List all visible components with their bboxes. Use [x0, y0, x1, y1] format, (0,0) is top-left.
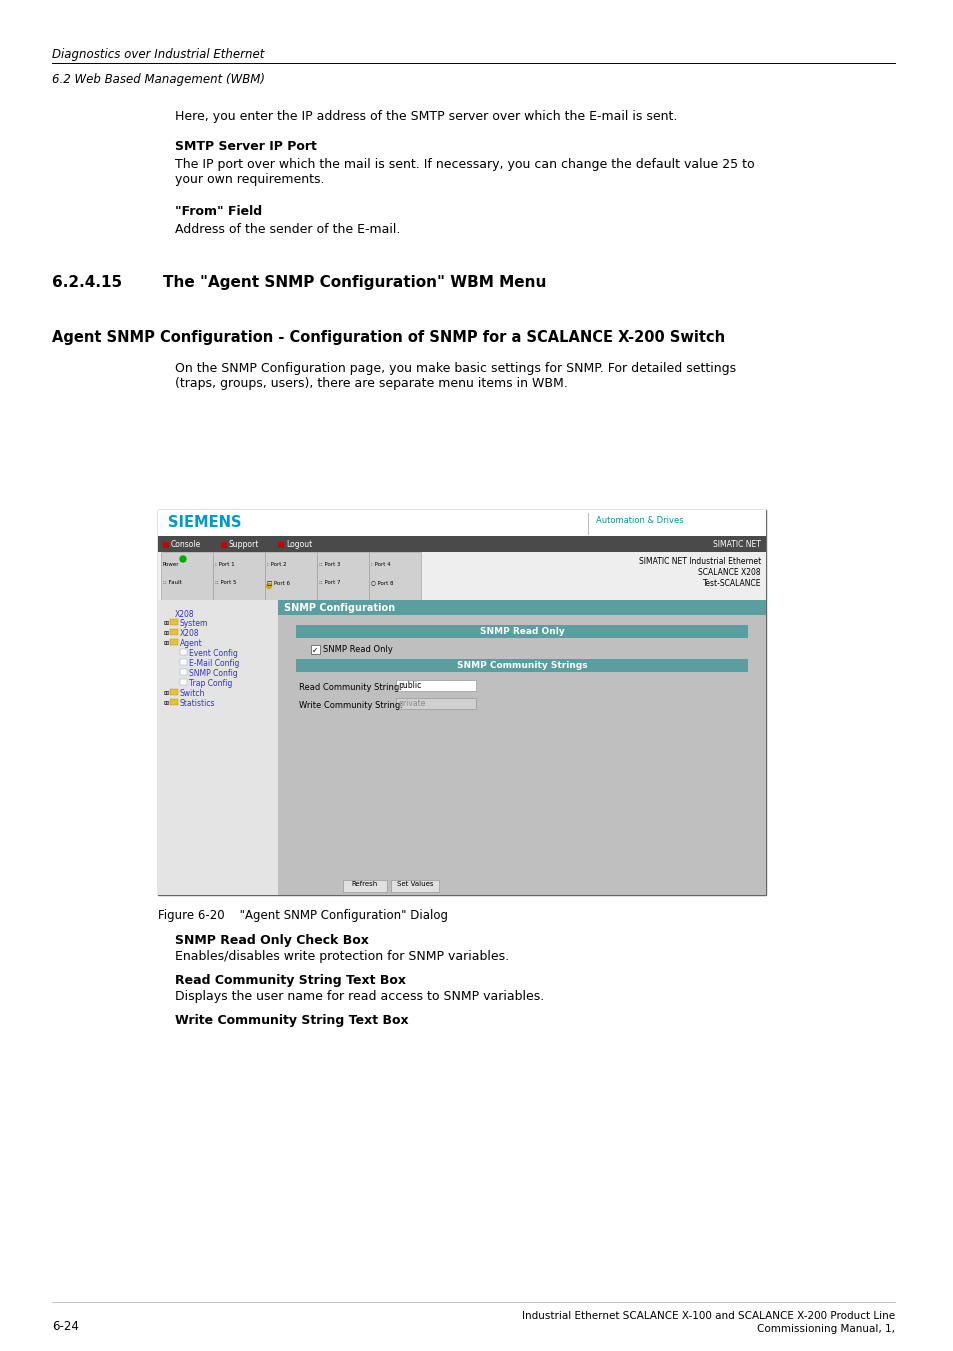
Text: Test-SCALANCE: Test-SCALANCE [701, 580, 760, 588]
Bar [158, 600, 277, 894]
Text: Power: Power [163, 562, 179, 567]
Text: ⊞: ⊞ [163, 690, 168, 696]
Text: ⊞: ⊞ [163, 631, 168, 636]
Bar [170, 630, 178, 635]
Text: : Port 1: : Port 1 [214, 562, 234, 567]
Bar [180, 659, 187, 665]
Bar [277, 600, 765, 615]
Bar [295, 626, 747, 638]
Text: SIEMENS: SIEMENS [168, 515, 241, 530]
Circle shape [266, 584, 272, 589]
Text: public: public [397, 681, 421, 690]
Text: :: Port 3: :: Port 3 [318, 562, 340, 567]
Bar [180, 680, 187, 685]
Bar [170, 619, 178, 626]
Text: SNMP Community Strings: SNMP Community Strings [456, 661, 587, 670]
Text: Support: Support [229, 540, 259, 549]
Text: 6-24: 6-24 [52, 1320, 79, 1333]
Text: E-Mail Config: E-Mail Config [189, 659, 239, 667]
Bar [277, 600, 765, 894]
Text: Read Community String:: Read Community String: [298, 684, 401, 692]
Bar [180, 669, 187, 676]
Text: □ Port 6: □ Port 6 [267, 580, 290, 585]
Text: Diagnostics over Industrial Ethernet: Diagnostics over Industrial Ethernet [52, 49, 264, 61]
Bar [158, 509, 765, 894]
Bar [395, 680, 476, 690]
Text: Write Community String:: Write Community String: [298, 701, 402, 711]
Bar [180, 648, 187, 655]
Bar [170, 639, 178, 644]
Bar [295, 659, 747, 671]
Text: ✓: ✓ [312, 646, 318, 654]
Bar [170, 689, 178, 694]
Bar [221, 542, 227, 549]
Text: SIMATIC NET Industrial Ethernet: SIMATIC NET Industrial Ethernet [639, 557, 760, 566]
Bar [391, 880, 438, 892]
Text: Write Community String Text Box: Write Community String Text Box [174, 1015, 408, 1027]
Bar [395, 698, 476, 709]
Text: ⊞: ⊞ [163, 640, 168, 646]
Text: X208: X208 [180, 630, 199, 638]
Text: SMTP Server IP Port: SMTP Server IP Port [174, 141, 316, 153]
Text: 6.2 Web Based Management (WBM): 6.2 Web Based Management (WBM) [52, 73, 265, 86]
Bar [265, 553, 316, 600]
Text: Agent SNMP Configuration - Configuration of SNMP for a SCALANCE X-200 Switch: Agent SNMP Configuration - Configuration… [52, 330, 724, 345]
Text: ⊞: ⊞ [163, 621, 168, 626]
Text: Industrial Ethernet SCALANCE X-100 and SCALANCE X-200 Product Line: Industrial Ethernet SCALANCE X-100 and S… [521, 1310, 894, 1321]
Text: ○ Port 8: ○ Port 8 [371, 580, 393, 585]
Bar [163, 542, 169, 549]
Text: :: Port 7: :: Port 7 [318, 580, 340, 585]
Bar [158, 536, 765, 553]
Text: SCALANCE X208: SCALANCE X208 [698, 567, 760, 577]
Text: The IP port over which the mail is sent. If necessary, you can change the defaul: The IP port over which the mail is sent.… [174, 158, 754, 186]
Text: 6.2.4.15: 6.2.4.15 [52, 276, 122, 290]
Bar [311, 644, 319, 654]
Text: Automation & Drives: Automation & Drives [596, 516, 683, 526]
Bar [158, 509, 765, 536]
Text: Event Config: Event Config [189, 648, 237, 658]
Text: Set Values: Set Values [396, 881, 433, 888]
Text: SNMP Read Only: SNMP Read Only [323, 644, 393, 654]
Bar [213, 553, 265, 600]
Bar [161, 553, 213, 600]
Text: Statistics: Statistics [180, 698, 215, 708]
Text: Switch: Switch [180, 689, 205, 698]
Text: : Port 2: : Port 2 [267, 562, 286, 567]
Text: :: Fault: :: Fault [163, 580, 182, 585]
Text: Agent: Agent [180, 639, 203, 648]
Text: Logout: Logout [286, 540, 312, 549]
Text: Enables/disables write protection for SNMP variables.: Enables/disables write protection for SN… [174, 950, 509, 963]
Text: SNMP Config: SNMP Config [189, 669, 237, 678]
Text: Commissioning Manual, 1,: Commissioning Manual, 1, [757, 1324, 894, 1333]
Text: Read Community String Text Box: Read Community String Text Box [174, 974, 406, 988]
Text: Trap Config: Trap Config [189, 680, 233, 688]
Text: Refresh: Refresh [352, 881, 377, 888]
Text: The "Agent SNMP Configuration" WBM Menu: The "Agent SNMP Configuration" WBM Menu [163, 276, 546, 290]
Text: : Port 4: : Port 4 [371, 562, 390, 567]
Text: On the SNMP Configuration page, you make basic settings for SNMP. For detailed s: On the SNMP Configuration page, you make… [174, 362, 736, 390]
Text: Figure 6-20    "Agent SNMP Configuration" Dialog: Figure 6-20 "Agent SNMP Configuration" D… [158, 909, 448, 921]
Bar [277, 542, 284, 549]
Bar [170, 698, 178, 705]
Text: Displays the user name for read access to SNMP variables.: Displays the user name for read access t… [174, 990, 543, 1002]
Bar [343, 880, 387, 892]
Bar [369, 553, 420, 600]
Text: "From" Field: "From" Field [174, 205, 262, 218]
Text: SNMP Configuration: SNMP Configuration [284, 603, 395, 613]
Text: SNMP Read Only: SNMP Read Only [479, 627, 564, 636]
Text: X208: X208 [174, 611, 194, 619]
Text: ⊞: ⊞ [163, 701, 168, 707]
Text: SNMP Read Only Check Box: SNMP Read Only Check Box [174, 934, 369, 947]
Bar [316, 553, 369, 600]
Text: Address of the sender of the E-mail.: Address of the sender of the E-mail. [174, 223, 400, 236]
Text: Console: Console [171, 540, 201, 549]
Bar [158, 553, 765, 600]
Text: Here, you enter the IP address of the SMTP server over which the E-mail is sent.: Here, you enter the IP address of the SM… [174, 109, 677, 123]
Text: SIMATIC NET: SIMATIC NET [713, 540, 760, 549]
Text: :: Port 5: :: Port 5 [214, 580, 236, 585]
Text: private: private [397, 700, 425, 708]
Circle shape [180, 557, 186, 562]
Text: System: System [180, 619, 208, 628]
